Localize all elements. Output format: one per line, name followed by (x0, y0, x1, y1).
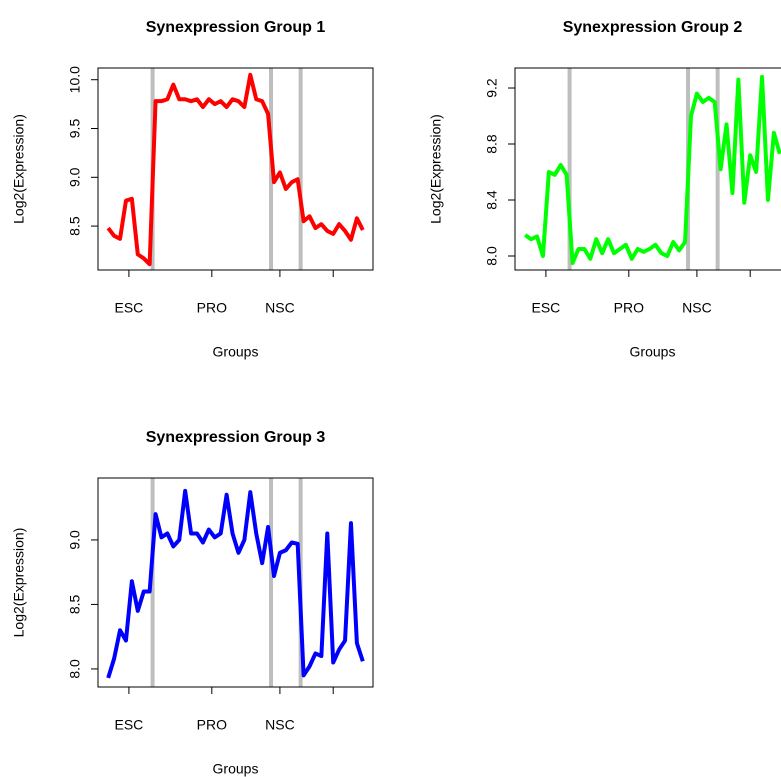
panel: Synexpression Group 2 Groups Log2(Expressi… (428, 19, 781, 360)
panel: Synexpression Group 1 Groups Log2(Expressi… (11, 19, 374, 360)
x-axis-label: Groups (213, 344, 259, 360)
y-tick-label: 9.0 (67, 530, 83, 550)
chart-title: Synexpression Group 2 (563, 19, 743, 36)
x-tick-label: NSC (682, 300, 712, 316)
data-line (524, 74, 781, 265)
x-tick-label: ESC (115, 300, 144, 316)
x-tick-label: PRO (197, 300, 227, 316)
y-tick-label: 8.4 (484, 190, 500, 210)
y-tick-label: 8.5 (67, 594, 83, 614)
x-tick-label: NSC (265, 717, 295, 733)
data-line (106, 72, 365, 267)
plot-frame (97, 477, 374, 688)
x-tick-label: PRO (614, 300, 644, 316)
y-axis-label: Log2(Expression) (11, 528, 27, 638)
y-tick-label: 8.8 (484, 134, 500, 154)
y-axis-label: Log2(Expression) (428, 114, 444, 224)
chart-title: Synexpression Group 1 (146, 19, 326, 36)
plot-frame (514, 67, 781, 271)
chart-title: Synexpression Group 3 (146, 429, 326, 446)
y-axis-label: Log2(Expression) (11, 114, 27, 224)
data-line (106, 488, 365, 679)
x-axis-label: Groups (630, 344, 676, 360)
x-axis-label: Groups (213, 761, 259, 777)
x-tick-label: ESC (115, 717, 144, 733)
plot-frame (97, 67, 374, 271)
y-tick-label: 10.0 (67, 66, 83, 93)
x-tick-label: NSC (265, 300, 295, 316)
y-tick-label: 9.2 (484, 78, 500, 98)
y-tick-label: 9.0 (67, 167, 83, 187)
y-tick-label: 9.5 (67, 119, 83, 139)
x-tick-label: PRO (197, 717, 227, 733)
x-tick-label: ESC (532, 300, 561, 316)
y-tick-label: 8.5 (67, 216, 83, 236)
panel: Synexpression Group 3 Groups Log2(Expressi… (11, 429, 374, 777)
y-tick-label: 8.0 (484, 246, 500, 266)
y-tick-label: 8.0 (67, 659, 83, 679)
